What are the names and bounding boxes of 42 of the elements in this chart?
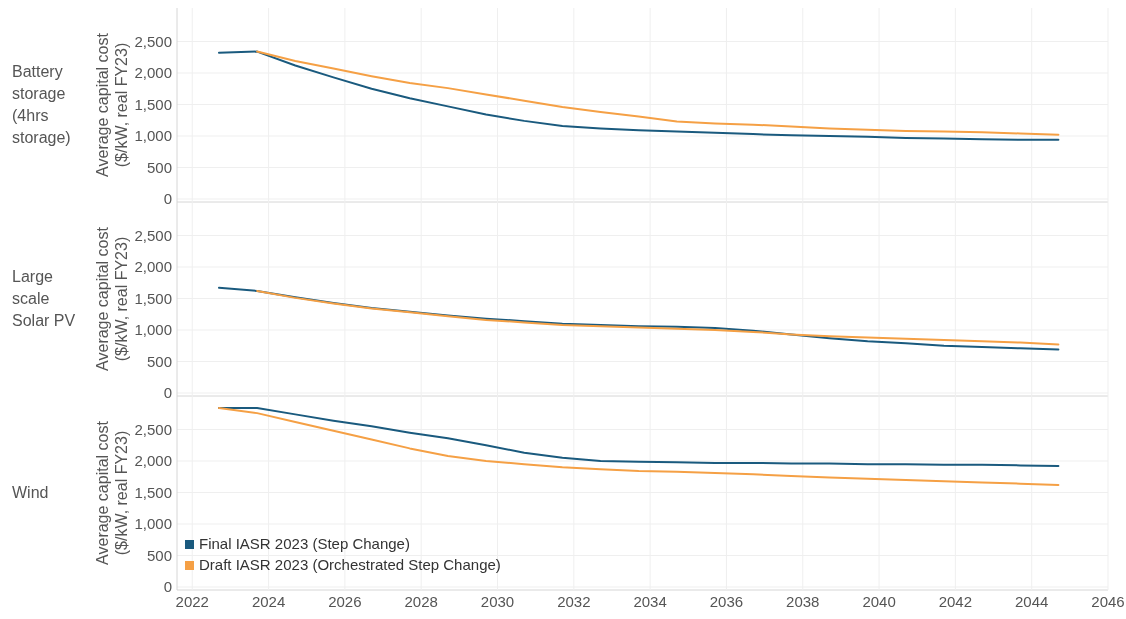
y-tick-label: 2,000 [134, 258, 172, 276]
y-tick-label: 1,500 [134, 483, 172, 501]
line-series [256, 289, 1060, 346]
x-tick-label: 2044 [1015, 593, 1049, 610]
y-tick-label: 1,500 [134, 289, 172, 307]
y-tick-label: 2,500 [134, 420, 172, 438]
y-tick-label: 2,500 [134, 226, 172, 244]
x-tick-label: 2024 [251, 593, 286, 610]
x-tick-label: 2022 [175, 593, 209, 610]
x-tick-label: 2030 [480, 593, 515, 610]
y-tick-label: 1,500 [134, 95, 172, 113]
legend-label: Final IASR 2023 (Step Change) [199, 535, 410, 552]
y-tick-label: 500 [146, 352, 172, 370]
y-tick-label: 2,000 [134, 452, 172, 470]
y-tick-label: 2,000 [134, 64, 172, 82]
y-axis-title: Average capital cost ($/kW, real FY23) [93, 32, 130, 177]
x-tick-label: 2040 [862, 593, 896, 610]
line-series [217, 286, 1060, 351]
x-tick-label: 2042 [938, 593, 973, 610]
y-tick-label: 0 [163, 384, 172, 402]
text: Large scale Solar PV [12, 268, 76, 329]
y-tick-label: 500 [146, 158, 172, 176]
y-tick-label: 1,000 [134, 515, 172, 533]
x-tick-label: 2046 [1091, 593, 1125, 610]
x-tick-label: 2034 [633, 593, 667, 610]
y-tick-label: 500 [146, 546, 172, 564]
y-tick-label: 0 [163, 578, 172, 596]
legend-label: Draft IASR 2023 (Orchestrated Step Change) [199, 556, 501, 573]
x-tick-label: 2032 [557, 593, 591, 610]
line-series [217, 407, 1060, 486]
x-tick-label: 2028 [404, 593, 438, 610]
y-tick-label: 1,000 [134, 321, 172, 339]
x-tick-label: 2036 [709, 593, 744, 610]
text: Wind [12, 484, 49, 501]
y-tick-label: 0 [163, 190, 172, 208]
y-axis-title: Average capital cost ($/kW, real FY23) [93, 226, 130, 371]
y-axis-title: Average capital cost ($/kW, real FY23) [93, 420, 130, 565]
x-tick-label: 2038 [786, 593, 820, 610]
y-tick-label: 1,000 [134, 127, 172, 145]
y-tick-label: 2,500 [134, 32, 172, 50]
x-tick-label: 2026 [328, 593, 362, 610]
text: Battery storage (4hrs storage) [12, 63, 71, 146]
